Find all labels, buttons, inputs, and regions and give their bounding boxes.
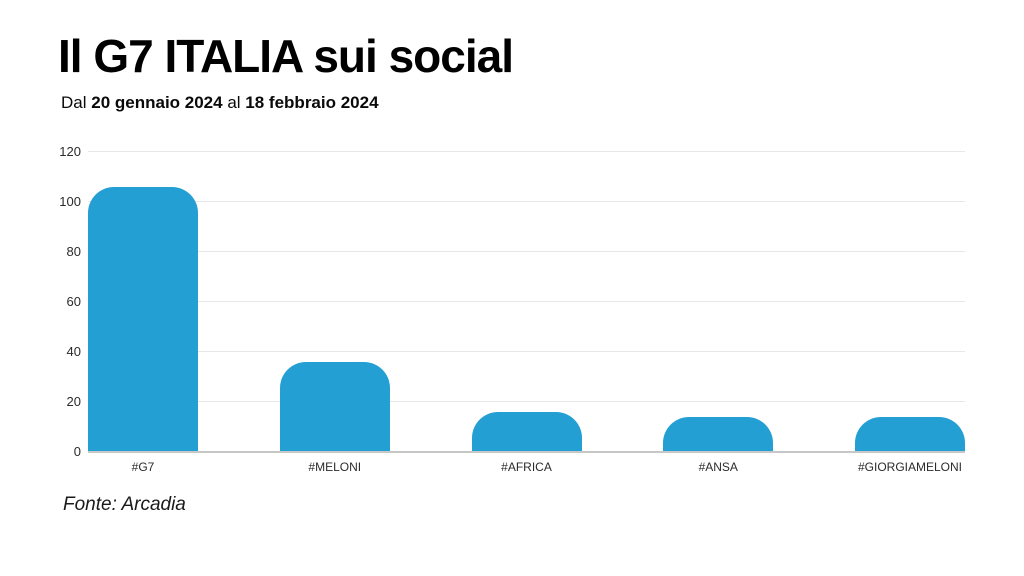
x-label-africa: #AFRICA (501, 460, 552, 474)
gridline-60 (88, 301, 965, 302)
chart-title: Il G7 ITALIA sui social (58, 30, 514, 82)
y-tick-label-20: 20 (66, 394, 81, 409)
y-tick-label-0: 0 (73, 444, 81, 459)
gridline-20 (88, 401, 965, 402)
subtitle-date-to: 18 febbraio 2024 (245, 93, 379, 112)
gridline-80 (88, 251, 965, 252)
bar-giorgiameloni (855, 417, 965, 452)
x-label-giorgiameloni: #GIORGIAMELONI (857, 460, 963, 474)
x-label-meloni: #MELONI (308, 460, 362, 474)
y-tick-label-40: 40 (66, 344, 81, 359)
source-credit: Fonte: Arcadia (63, 494, 186, 515)
y-tick-label-120: 120 (59, 144, 81, 159)
bar-g7 (88, 187, 198, 452)
gridline-40 (88, 351, 965, 352)
y-tick-label-60: 60 (66, 294, 81, 309)
x-label-ansa: #ANSA (698, 460, 738, 474)
bars-container (88, 152, 965, 452)
bar-africa (471, 412, 582, 452)
subtitle-connector: al (227, 93, 241, 112)
bar-ansa (663, 417, 774, 452)
subtitle-date-from: 20 gennaio 2024 (91, 93, 223, 112)
subtitle-prefix: Dal (61, 93, 87, 112)
x-axis-labels: #G7 #MELONI #AFRICA #ANSA #GIORGIAMELONI (88, 460, 965, 475)
x-axis-baseline (88, 451, 965, 453)
gridline-120 (88, 151, 965, 152)
x-label-g7: #G7 (131, 460, 155, 474)
y-tick-label-80: 80 (66, 244, 81, 259)
bar-meloni (279, 362, 390, 452)
gridline-100 (88, 201, 965, 202)
y-tick-label-100: 100 (59, 194, 81, 209)
plot-area: 0 20 40 60 80 100 120 (59, 144, 965, 459)
chart-subtitle: Dal 20 gennaio 2024 al 18 febbraio 2024 (61, 93, 379, 113)
